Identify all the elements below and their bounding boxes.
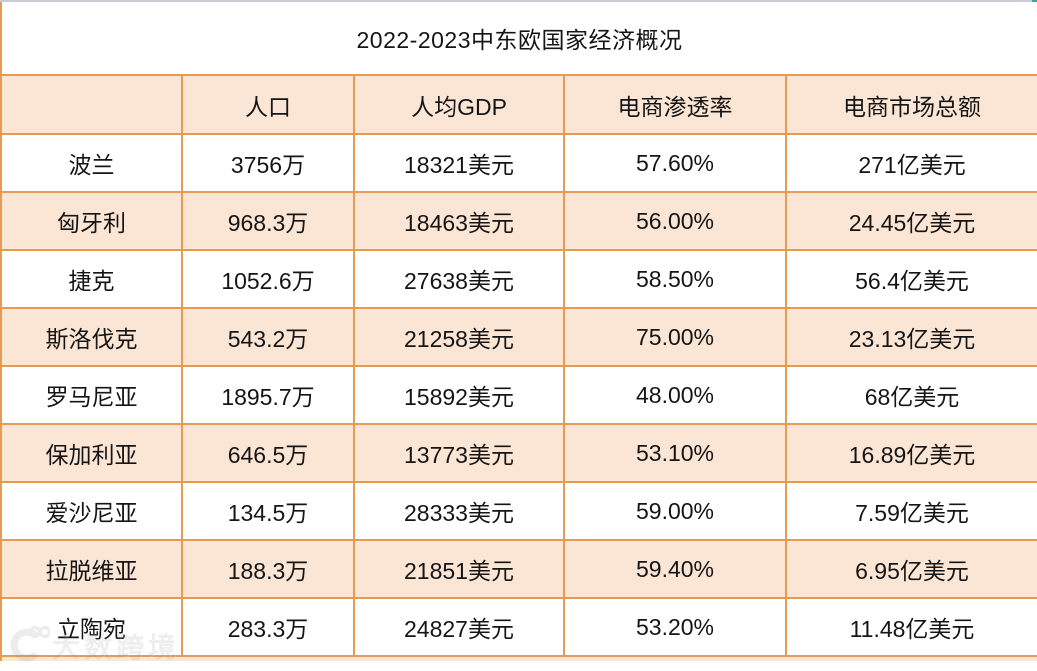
population-cell: 543.2万 bbox=[181, 307, 355, 367]
ecommerce-penetration-cell: 59.40% bbox=[563, 539, 787, 599]
population-cell: 3756万 bbox=[181, 133, 355, 193]
ecommerce-market-total-cell: 16.89亿美元 bbox=[784, 423, 1037, 483]
ecommerce-market-total-cell: 56.4亿美元 bbox=[784, 249, 1037, 309]
gdp-per-capita-cell: 15892美元 bbox=[353, 365, 565, 425]
country-cell: 拉脱维亚 bbox=[0, 539, 183, 599]
ecommerce-market-total-cell: 7.59亿美元 bbox=[784, 481, 1037, 541]
ecommerce-penetration-cell: 57.60% bbox=[563, 133, 787, 193]
table-row: 斯洛伐克 543.2万 21258美元 75.00% 23.13亿美元 bbox=[0, 307, 1037, 367]
gdp-per-capita-cell: 28333美元 bbox=[353, 481, 565, 541]
table-row: 捷克 1052.6万 27638美元 58.50% 56.4亿美元 bbox=[0, 249, 1037, 309]
table-row: 匈牙利 968.3万 18463美元 56.00% 24.45亿美元 bbox=[0, 191, 1037, 251]
ecommerce-market-total-cell: 24.45亿美元 bbox=[784, 191, 1037, 251]
gdp-per-capita-cell: 21258美元 bbox=[353, 307, 565, 367]
country-cell: 匈牙利 bbox=[0, 191, 183, 251]
country-cell: 波兰 bbox=[0, 133, 183, 193]
country-cell: 爱沙尼亚 bbox=[0, 481, 183, 541]
gdp-per-capita-cell: 18463美元 bbox=[353, 191, 565, 251]
header-cell-gdp-per-capita: 人均GDP bbox=[353, 74, 565, 135]
population-cell: 283.3万 bbox=[181, 597, 355, 657]
population-cell: 1052.6万 bbox=[181, 249, 355, 309]
ecommerce-market-total-cell: 68亿美元 bbox=[784, 365, 1037, 425]
ecommerce-market-total-cell: 23.13亿美元 bbox=[784, 307, 1037, 367]
table-row: 波兰 3756万 18321美元 57.60% 271亿美元 bbox=[0, 133, 1037, 193]
header-cell-country bbox=[0, 74, 183, 135]
population-cell: 188.3万 bbox=[181, 539, 355, 599]
gdp-per-capita-cell: 24827美元 bbox=[353, 597, 565, 657]
population-cell: 1895.7万 bbox=[181, 365, 355, 425]
ecommerce-penetration-cell: 53.20% bbox=[563, 597, 787, 657]
country-cell: 斯洛伐克 bbox=[0, 307, 183, 367]
spreadsheet-gridline bbox=[0, 0, 1037, 2]
population-cell: 646.5万 bbox=[181, 423, 355, 483]
ecommerce-penetration-cell: 53.10% bbox=[563, 423, 787, 483]
header-cell-ecommerce-penetration: 电商渗透率 bbox=[563, 74, 787, 135]
gdp-per-capita-cell: 18321美元 bbox=[353, 133, 565, 193]
country-cell: 立陶宛 bbox=[0, 597, 183, 657]
cutoff-cell bbox=[0, 655, 1037, 661]
header-cell-ecommerce-market-total: 电商市场总额 bbox=[784, 74, 1037, 135]
table-row: 罗马尼亚 1895.7万 15892美元 48.00% 68亿美元 bbox=[0, 365, 1037, 425]
gdp-per-capita-cell: 13773美元 bbox=[353, 423, 565, 483]
country-cell: 捷克 bbox=[0, 249, 183, 309]
country-cell: 罗马尼亚 bbox=[0, 365, 183, 425]
ecommerce-penetration-cell: 75.00% bbox=[563, 307, 787, 367]
table-row: 立陶宛 283.3万 24827美元 53.20% 11.48亿美元 bbox=[0, 597, 1037, 657]
ecommerce-market-total-cell: 271亿美元 bbox=[784, 133, 1037, 193]
ecommerce-market-total-cell: 6.95亿美元 bbox=[784, 539, 1037, 599]
header-row: 人口 人均GDP 电商渗透率 电商市场总额 bbox=[0, 74, 1037, 135]
table-row: 拉脱维亚 188.3万 21851美元 59.40% 6.95亿美元 bbox=[0, 539, 1037, 599]
country-cell: 保加利亚 bbox=[0, 423, 183, 483]
cutoff-next-row bbox=[0, 655, 1037, 661]
table-row: 保加利亚 646.5万 13773美元 53.10% 16.89亿美元 bbox=[0, 423, 1037, 483]
table-row: 爱沙尼亚 134.5万 28333美元 59.00% 7.59亿美元 bbox=[0, 481, 1037, 541]
gdp-per-capita-cell: 27638美元 bbox=[353, 249, 565, 309]
gdp-per-capita-cell: 21851美元 bbox=[353, 539, 565, 599]
ecommerce-market-total-cell: 11.48亿美元 bbox=[784, 597, 1037, 657]
ecommerce-penetration-cell: 59.00% bbox=[563, 481, 787, 541]
ecommerce-penetration-cell: 48.00% bbox=[563, 365, 787, 425]
ecommerce-penetration-cell: 56.00% bbox=[563, 191, 787, 251]
header-cell-population: 人口 bbox=[181, 74, 355, 135]
population-cell: 968.3万 bbox=[181, 191, 355, 251]
table-title: 2022-2023中东欧国家经济概况 bbox=[0, 2, 1037, 76]
ecommerce-penetration-cell: 58.50% bbox=[563, 249, 787, 309]
table-body: 波兰 3756万 18321美元 57.60% 271亿美元 匈牙利 968.3万 18463… bbox=[0, 133, 1037, 657]
population-cell: 134.5万 bbox=[181, 481, 355, 541]
title-row: 2022-2023中东欧国家经济概况 bbox=[0, 2, 1037, 76]
